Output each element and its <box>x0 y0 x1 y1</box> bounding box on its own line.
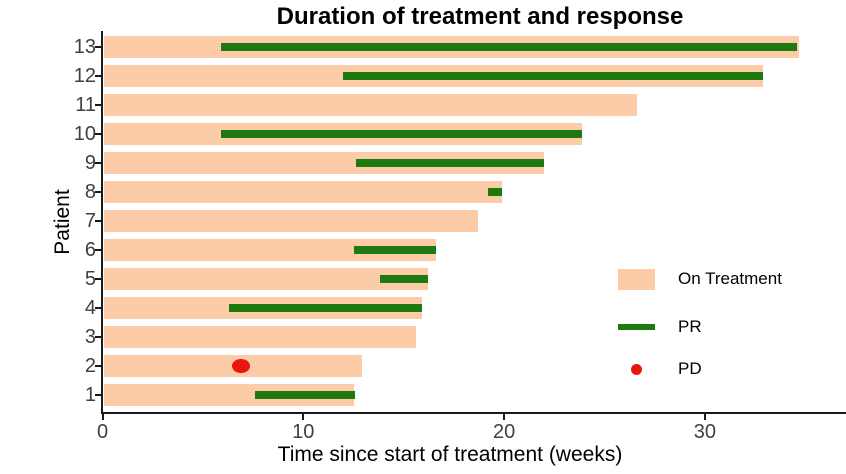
pr-bar <box>220 130 583 139</box>
pr-bar <box>379 274 428 283</box>
y-axis-tick <box>95 364 102 367</box>
pr-bar <box>353 245 436 254</box>
y-tick-label: 7 <box>84 209 96 232</box>
x-tick-label: 0 <box>96 420 109 443</box>
treatment-bar <box>103 238 436 261</box>
x-tick-label: 30 <box>693 420 717 443</box>
pd-swatch <box>631 363 642 375</box>
on-treatment-swatch-slot <box>618 268 655 290</box>
y-tick-label: 4 <box>84 296 96 319</box>
y-axis-tick <box>95 393 102 396</box>
y-tick-label: 11 <box>75 94 96 117</box>
chart-title: Duration of treatment and response <box>276 3 684 30</box>
legend-item-on-treatment: On Treatment <box>618 268 782 290</box>
treatment-bar <box>103 152 545 174</box>
y-tick-label: 10 <box>73 123 96 146</box>
y-axis-tick <box>95 219 102 222</box>
x-axis-tick <box>302 412 305 420</box>
y-axis-tick <box>95 75 102 78</box>
legend-label-on-treatment: On Treatment <box>678 269 782 288</box>
pr-bar <box>488 187 503 196</box>
pr-bar <box>229 303 422 312</box>
y-axis-tick <box>95 104 102 107</box>
y-tick-label: 6 <box>84 238 96 261</box>
y-tick-label: 2 <box>84 354 96 377</box>
y-tick-label: 8 <box>84 180 96 203</box>
x-axis-label: Time since start of treatment (weeks) <box>277 443 623 466</box>
treatment-bar <box>103 383 354 406</box>
y-axis-tick <box>95 133 102 136</box>
legend-item-pd: PD <box>618 358 702 380</box>
x-axis-line <box>101 411 846 414</box>
pr-bar <box>343 72 764 81</box>
y-axis-tick <box>95 248 102 251</box>
pr-bar <box>255 390 356 399</box>
y-axis-line <box>101 31 103 414</box>
pr-bar <box>355 159 545 167</box>
y-tick-label: 13 <box>73 36 96 59</box>
y-axis-tick <box>95 335 102 338</box>
y-tick-label: 9 <box>84 152 96 174</box>
legend-item-pr: PR <box>618 316 702 338</box>
treatment-bar <box>103 180 503 203</box>
pr-bar <box>220 43 798 52</box>
y-tick-label: 5 <box>84 267 96 290</box>
y-axis-tick <box>95 277 102 280</box>
y-tick-label: 1 <box>84 383 96 406</box>
y-tick-label: 12 <box>73 65 96 88</box>
on-treatment-swatch <box>618 268 655 290</box>
pd-dot <box>232 358 251 373</box>
x-axis-tick <box>703 412 706 420</box>
x-tick-label: 20 <box>492 420 516 443</box>
y-tick-label: 3 <box>84 325 96 348</box>
x-tick-label: 10 <box>292 420 315 443</box>
x-axis-tick <box>503 412 506 420</box>
x-axis-tick <box>101 412 104 420</box>
y-axis-tick <box>95 46 102 49</box>
legend-label-pd: PD <box>678 359 702 378</box>
legend-label-pr: PR <box>678 317 702 336</box>
treatment-bar <box>103 325 416 348</box>
y-axis-tick <box>95 162 102 164</box>
treatment-bar <box>103 267 428 290</box>
y-axis-tick <box>95 190 102 193</box>
treatment-bar <box>103 209 478 232</box>
y-axis-tick <box>95 306 102 309</box>
pr-swatch <box>618 324 655 330</box>
pr-swatch-slot <box>618 324 655 330</box>
pd-swatch-slot <box>618 363 655 375</box>
treatment-bar <box>103 94 637 117</box>
